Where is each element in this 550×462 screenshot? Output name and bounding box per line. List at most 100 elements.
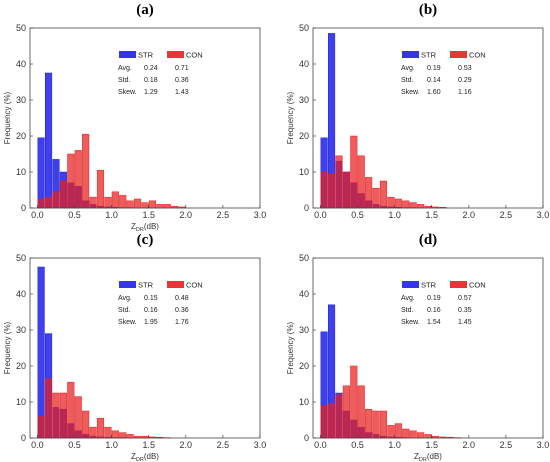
bar-con [82,410,90,439]
y-tick-label: 0 [304,433,309,443]
x-tick-label: 1.5 [142,440,155,450]
stat-row-label: Skew. [118,319,137,326]
chart-panel-1: (a) 0.0 0.5 1.0 1.5 2.0 2.5 3.0 0 10 20 30 40 50 Frequ… [3,2,266,233]
bar-con [126,434,134,439]
stat-str-value: 0.19 [427,65,441,72]
x-tick-label: 2.5 [500,440,513,450]
bar-con [44,196,53,209]
bar-con [37,198,45,209]
bar-con [163,204,171,209]
x-tick-label: 1.0 [105,210,118,220]
y-tick-label: 20 [16,131,26,141]
stat-str-value: 1.95 [144,319,158,326]
chart-panel-4: (d) 0.0 0.5 1.0 1.5 2.0 2.5 3.0 0 10 20 30 40 50 Frequ… [286,232,549,462]
stat-row-label: Std. [118,77,131,84]
bar-con [402,428,410,439]
panel-label: (c) [137,232,154,248]
stat-con-value: 0.57 [458,295,472,302]
legend: STR CON [119,51,203,60]
stat-str-value: 0.16 [427,307,441,314]
legend: STR CON [402,281,486,290]
legend-label-str: STR [421,51,437,60]
stat-str-value: 0.18 [144,77,158,84]
x-tick-label: 3.0 [537,440,550,450]
plot-frame [312,257,544,439]
y-tick-label: 0 [21,433,26,443]
y-tick-label: 50 [299,23,309,33]
y-tick-label: 10 [16,397,26,407]
bar-con [357,385,365,439]
x-tick-label: 1.5 [425,440,438,450]
bar-con [148,200,156,209]
chart-panel-3: (c) 0.0 0.5 1.0 1.5 2.0 2.5 3.0 0 10 20 30 40 50 Frequ… [3,232,266,462]
x-tick-label: 3.0 [254,440,267,450]
x-axis-label: ZDR(dB) [131,452,159,462]
bar-con [52,191,60,209]
bar-con [357,155,365,209]
x-tick-label: 0.0 [314,210,327,220]
bar-con [96,169,105,209]
stat-str-value: 0.24 [144,65,158,72]
stats-table: Avg. 0.24 0.71 Std. 0.18 0.36 Skew. 1.29 1.43 [118,65,189,96]
y-tick-label: 40 [299,289,309,299]
bar-con [379,410,388,439]
stat-row-label: Skew. [401,89,420,96]
x-tick-label: 0.0 [31,210,44,220]
bar-con [402,200,410,209]
x-tick-label: 2.0 [180,440,193,450]
x-tick-label: 3.0 [537,210,550,220]
bar-str [37,137,45,209]
y-tick-label: 20 [299,131,309,141]
bar-con [394,423,402,439]
y-axis-label: Frequency (%) [286,321,295,374]
y-axis-label: Frequency (%) [286,91,295,144]
stat-con-value: 0.53 [458,65,472,72]
y-tick-label: 40 [299,59,309,69]
stat-con-value: 0.36 [175,77,189,84]
bar-con [327,173,336,209]
y-tick-label: 10 [299,167,309,177]
y-tick-label: 50 [16,253,26,263]
y-tick-label: 20 [299,361,309,371]
x-tick-label: 1.0 [105,440,118,450]
bar-con [409,202,417,209]
bar-con [141,202,149,209]
legend-label-con: CON [186,281,203,290]
bar-con [134,198,142,209]
legend-swatch-con [167,281,184,288]
bar-con [111,191,119,209]
stats-table: Avg. 0.19 0.53 Std. 0.14 0.29 Skew. 1.60 1.16 [401,65,472,96]
x-tick-label: 3.0 [254,210,267,220]
bar-con [74,396,82,439]
stat-con-value: 1.16 [458,89,472,96]
bar-con [320,405,328,439]
bar-con [372,187,380,209]
y-tick-label: 50 [299,253,309,263]
bar-con [104,196,112,209]
legend-swatch-con [167,51,184,58]
bar-con [67,153,75,209]
y-tick-label: 30 [299,95,309,105]
y-tick-label: 30 [16,95,26,105]
legend-label-con: CON [469,51,486,60]
stat-row-label: Std. [401,307,414,314]
bar-con [342,385,350,439]
stat-con-value: 0.71 [175,65,189,72]
x-tick-label: 1.0 [388,440,401,450]
legend-label-str: STR [421,281,437,290]
y-axis-label: Frequency (%) [3,91,12,144]
y-tick-label: 0 [304,203,309,213]
bar-con [52,392,60,439]
legend-swatch-str [119,51,136,58]
bar-con [327,403,336,439]
x-tick-label: 1.0 [388,210,401,220]
bar-con [409,430,417,439]
x-axis-label: ZDR(dB) [414,452,442,462]
stats-table: Avg. 0.19 0.57 Std. 0.16 0.35 Skew. 1.54 1.45 [401,295,472,326]
stat-con-value: 0.48 [175,295,189,302]
x-tick-label: 0.5 [351,210,364,220]
y-axis-label: Frequency (%) [3,321,12,374]
x-tick-label: 1.5 [425,210,438,220]
stat-row-label: Std. [118,307,131,314]
x-tick-label: 1.5 [142,210,155,220]
